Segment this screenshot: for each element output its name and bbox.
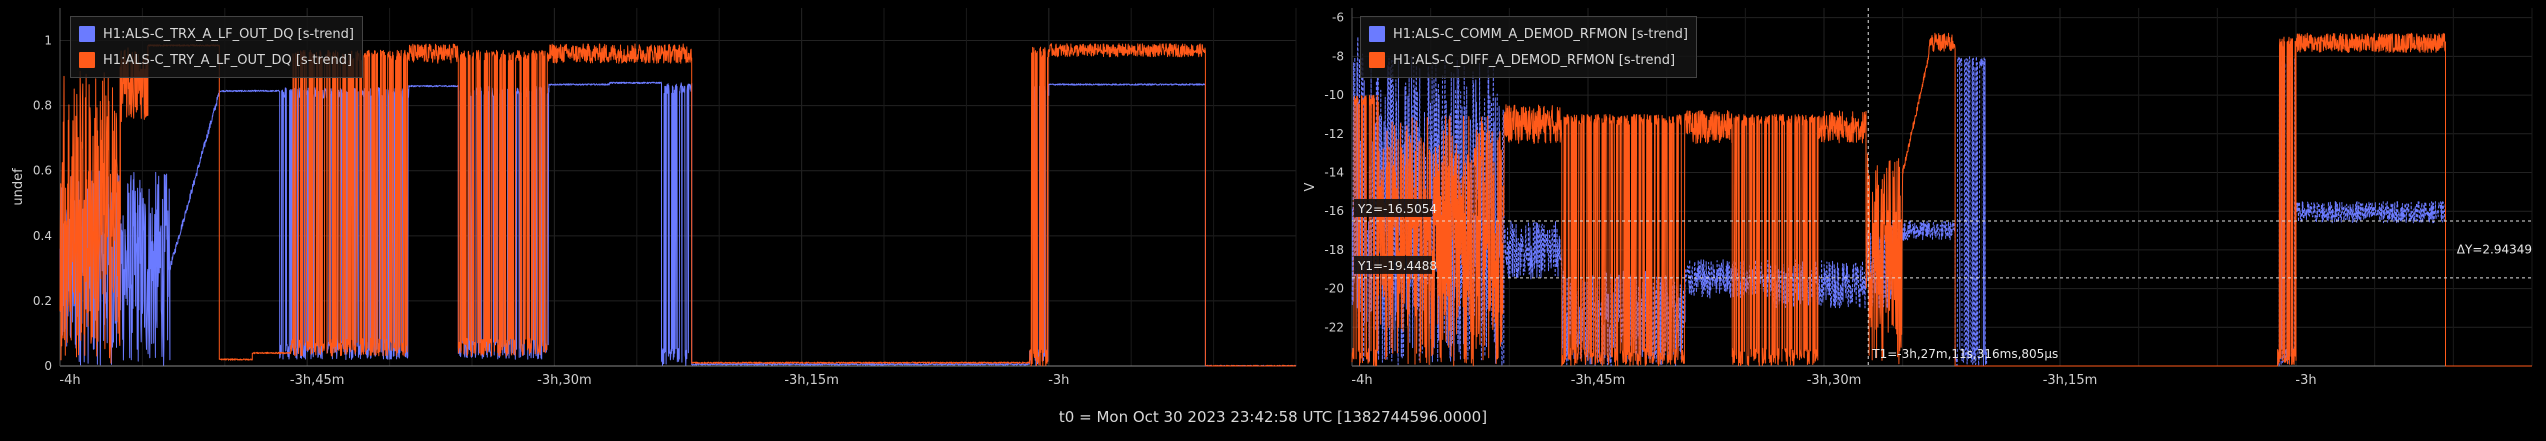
x-tick-label: -3h,45m bbox=[1571, 373, 1626, 388]
cursor-t1-label: T1=-3h,27m,11s,316ms,805µs bbox=[1871, 347, 2058, 361]
cursor-y1-label: Y1=-19.4488 bbox=[1357, 259, 1437, 273]
chart-0: 0 0.2 0.4 0.6 0.8 1 -4h -3h,45m -3h,30m -3h,15m -3… bbox=[11, 8, 1297, 388]
chart-1: -22 -20 -18 -16 -14 -12 -10 -8 -6 -4h -3h,45m -3h,3… bbox=[1303, 8, 2533, 388]
x-tick-label: -3h bbox=[1048, 373, 1069, 388]
legend-label-comm: H1:ALS-C_COMM_A_DEMOD_RFMON [s-trend] bbox=[1393, 26, 1688, 42]
series-line-0 bbox=[1351, 36, 2533, 367]
x-tick-label: -3h,15m bbox=[2043, 373, 2098, 388]
legend-swatch-orange bbox=[79, 52, 95, 68]
series-line-1 bbox=[1351, 32, 2533, 367]
series-line-0 bbox=[59, 81, 1297, 367]
y-tick-label: 0 bbox=[44, 359, 52, 373]
y-tick-label: 1 bbox=[44, 34, 52, 48]
y-tick-label: -10 bbox=[1324, 88, 1344, 102]
cursor-y2-label: Y2=-16.5054 bbox=[1357, 202, 1437, 216]
series-line-1 bbox=[59, 43, 1297, 367]
legend-swatch-blue bbox=[79, 26, 95, 42]
y-tick-label: 0.4 bbox=[33, 229, 52, 243]
y-tick-label: -16 bbox=[1324, 204, 1344, 218]
y-axis-label: V bbox=[1303, 182, 1318, 191]
legend-item-try[interactable]: H1:ALS-C_TRY_A_LF_OUT_DQ [s-trend] bbox=[79, 47, 354, 73]
x-tick-label: -4h bbox=[59, 373, 80, 388]
x-tick-label: -3h,15m bbox=[784, 373, 839, 388]
y-axis-label: undef bbox=[11, 168, 26, 206]
y-tick-label: 0.8 bbox=[33, 99, 52, 113]
x-tick-label: -3h,30m bbox=[1807, 373, 1862, 388]
legend-label-trx: H1:ALS-C_TRX_A_LF_OUT_DQ [s-trend] bbox=[103, 26, 354, 42]
legend-left: H1:ALS-C_TRX_A_LF_OUT_DQ [s-trend] H1:AL… bbox=[70, 16, 363, 78]
y-tick-label: -8 bbox=[1332, 49, 1344, 63]
legend-item-trx[interactable]: H1:ALS-C_TRX_A_LF_OUT_DQ [s-trend] bbox=[79, 21, 354, 47]
y-tick-label: 0.6 bbox=[33, 164, 52, 178]
cursor-y1-label-bg bbox=[1354, 255, 1432, 274]
x-tick-label: -4h bbox=[1351, 373, 1372, 388]
legend-item-comm[interactable]: H1:ALS-C_COMM_A_DEMOD_RFMON [s-trend] bbox=[1369, 21, 1688, 47]
legend-swatch-orange bbox=[1369, 52, 1385, 68]
y-tick-label: -6 bbox=[1332, 11, 1344, 25]
y-tick-label: -12 bbox=[1324, 127, 1344, 141]
y-tick-label: -22 bbox=[1324, 320, 1344, 334]
legend-right: H1:ALS-C_COMM_A_DEMOD_RFMON [s-trend] H1… bbox=[1360, 16, 1697, 78]
y-tick-label: -18 bbox=[1324, 243, 1344, 257]
y-tick-label: -14 bbox=[1324, 165, 1344, 179]
cursor-y2-label-bg bbox=[1354, 198, 1432, 217]
legend-swatch-blue bbox=[1369, 26, 1385, 42]
y-tick-label: 0.2 bbox=[33, 294, 52, 308]
cursor-delta-label: ΔY=2.94349 bbox=[2457, 242, 2532, 256]
t0-footer: t0 = Mon Oct 30 2023 23:42:58 UTC [13827… bbox=[1058, 408, 1488, 426]
legend-label-diff: H1:ALS-C_DIFF_A_DEMOD_RFMON [s-trend] bbox=[1393, 52, 1676, 68]
x-tick-label: -3h bbox=[2295, 373, 2316, 388]
legend-item-diff[interactable]: H1:ALS-C_DIFF_A_DEMOD_RFMON [s-trend] bbox=[1369, 47, 1688, 73]
x-tick-label: -3h,45m bbox=[290, 373, 345, 388]
x-tick-label: -3h,30m bbox=[537, 373, 592, 388]
legend-label-try: H1:ALS-C_TRY_A_LF_OUT_DQ [s-trend] bbox=[103, 52, 353, 68]
y-tick-label: -20 bbox=[1324, 282, 1344, 296]
